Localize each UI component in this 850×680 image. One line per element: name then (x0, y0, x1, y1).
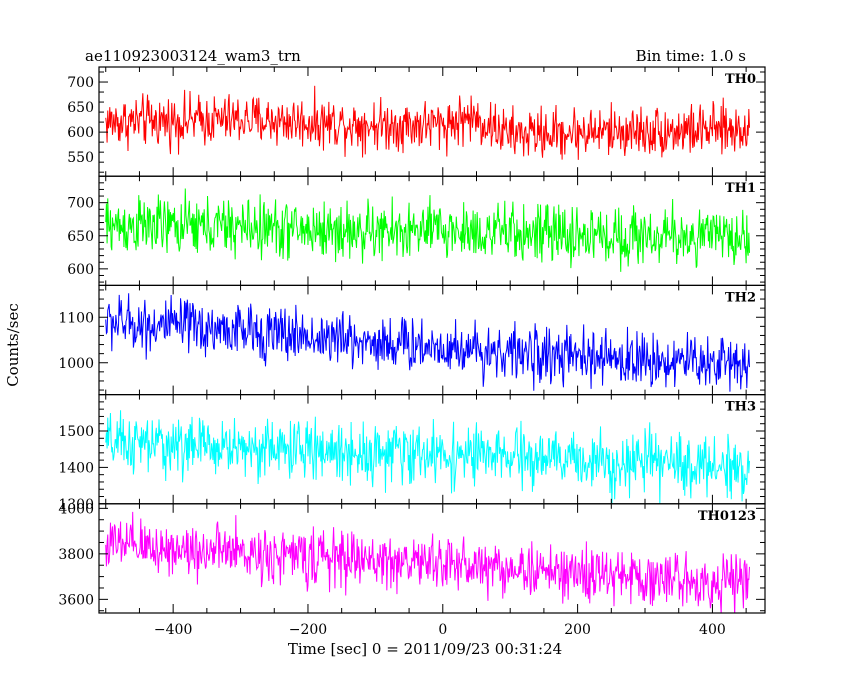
x-axis: −400 −200 0 200 400 (154, 622, 726, 638)
panel-th3: 1300 1400 1500 TH3 (58, 394, 766, 513)
y-tick-label: 1300 (58, 497, 94, 513)
y-tick-label: 1000 (58, 356, 94, 372)
x-tick-label: −200 (289, 622, 327, 638)
panel-th0123: 3600 3800 4000 TH0123 (58, 501, 766, 614)
x-tick-label: −400 (154, 622, 192, 638)
series-line-th1 (105, 188, 750, 272)
series-line-th3 (105, 410, 750, 504)
y-tick-label: 650 (67, 229, 94, 245)
y-tick-label: 650 (67, 100, 94, 116)
observation-id-label: ae110923003124_wam3_trn (85, 47, 301, 65)
bin-time-label: Bin time: 1.0 s (636, 47, 746, 65)
y-axis-label: Counts/sec (4, 303, 22, 387)
y-tick-label: 1500 (58, 424, 94, 440)
y-tick-label: 1400 (58, 460, 94, 476)
series-line-th0 (105, 85, 750, 160)
series-line-th0123 (105, 511, 750, 613)
y-tick-label: 700 (67, 75, 94, 91)
panel-th2: 1000 1100 TH2 (58, 284, 766, 396)
panels-group: 550 600 650 700 TH0 600 650 700 TH1 1000 1100 TH2 13… (58, 66, 766, 614)
series-line-th2 (105, 293, 750, 392)
panel-title: TH3 (725, 400, 756, 415)
x-tick-label: 0 (438, 622, 447, 638)
panel-th1: 600 650 700 TH1 (67, 175, 766, 286)
panel-title: TH0123 (698, 509, 756, 524)
panel-title: TH1 (725, 181, 756, 196)
panel-frame (98, 503, 766, 614)
panel-title: TH0 (725, 72, 756, 87)
panel-title: TH2 (725, 290, 756, 305)
x-tick-label: 200 (564, 622, 591, 638)
y-tick-label: 550 (67, 150, 94, 166)
y-tick-label: 600 (67, 125, 94, 141)
x-tick-label: 400 (699, 622, 726, 638)
y-tick-label: 4000 (58, 501, 94, 517)
y-tick-label: 3800 (58, 547, 94, 563)
y-tick-label: 1100 (58, 310, 94, 326)
x-axis-label: Time [sec] 0 = 2011/09/23 00:31:24 (288, 640, 562, 658)
panel-th0: 550 600 650 700 TH0 (67, 66, 766, 177)
y-tick-label: 3600 (58, 592, 94, 608)
y-tick-label: 600 (67, 262, 94, 278)
y-tick-label: 700 (67, 196, 94, 212)
